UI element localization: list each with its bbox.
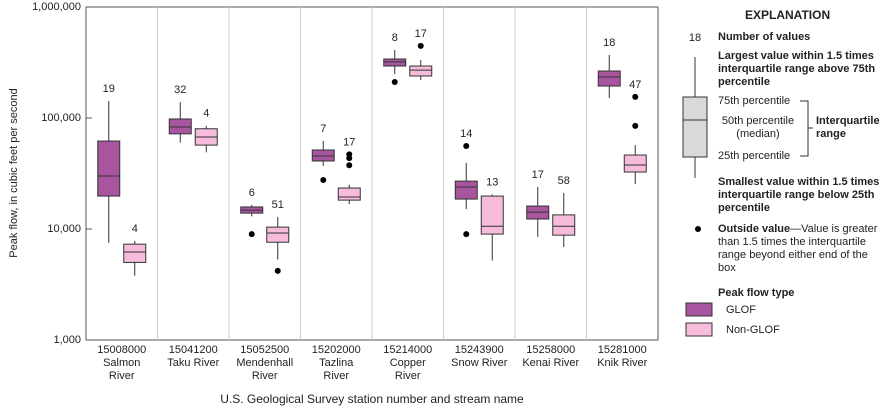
count-label: 32 xyxy=(174,84,186,96)
legend-text: Smallest value within 1.5 times interqua… xyxy=(718,176,880,214)
box xyxy=(337,187,361,201)
outlier xyxy=(632,122,639,129)
outlier xyxy=(274,267,281,274)
x-tick-label: 15243900 xyxy=(454,344,504,356)
count-label: 13 xyxy=(486,176,498,188)
box xyxy=(409,65,433,77)
legend-text: Interquartile range xyxy=(816,115,880,140)
box xyxy=(383,58,407,67)
legend-label: Non-GLOF xyxy=(726,324,780,336)
count-label: 14 xyxy=(460,128,472,140)
y-tick-label: 10,000 xyxy=(47,223,81,235)
outlier xyxy=(417,42,424,49)
legend-text: 50th percentile (median) xyxy=(721,115,795,140)
x-tick-label: 15052500 xyxy=(240,344,290,356)
count-label: 58 xyxy=(558,175,570,187)
y-axis-label: Peak flow, in cubic feet per second xyxy=(8,88,20,257)
outlier xyxy=(346,155,353,162)
box xyxy=(623,154,647,173)
legend-text: —Value is greater than 1.5 times the int… xyxy=(718,223,878,274)
legend-swatch xyxy=(685,302,713,317)
count-label: 17 xyxy=(343,136,355,148)
y-tick-label: 1,000 xyxy=(53,334,81,346)
box xyxy=(480,195,504,235)
legend-text: Number of values xyxy=(718,31,811,43)
count-label: 47 xyxy=(629,79,641,91)
count-label: 51 xyxy=(272,199,284,211)
x-tick-label: Taku River xyxy=(167,357,220,369)
box xyxy=(266,226,290,243)
legend-bracket xyxy=(800,100,813,157)
legend-text: 25th percentile xyxy=(718,150,791,162)
count-label: 4 xyxy=(203,108,209,120)
count-label: 7 xyxy=(320,123,326,135)
outlier xyxy=(320,177,327,184)
count-label: 18 xyxy=(603,37,615,49)
outlier xyxy=(248,231,255,238)
x-tick-label: Salmon River xyxy=(103,357,141,382)
count-label: 6 xyxy=(249,187,255,199)
count-label: 4 xyxy=(132,223,138,235)
legend-outlier xyxy=(695,226,701,232)
box xyxy=(454,180,478,200)
box xyxy=(597,70,621,87)
x-tick-label: Copper River xyxy=(389,357,426,382)
x-tick-label: 15008000 xyxy=(97,344,147,356)
x-tick-label: 15281000 xyxy=(597,344,647,356)
legend-text: Largest value within 1.5 times interquar… xyxy=(718,50,876,88)
legend-text: 75th percentile xyxy=(718,95,791,107)
x-tick-label: Kenai River xyxy=(522,357,580,369)
box xyxy=(168,118,192,135)
box xyxy=(97,140,121,197)
x-tick-label: Snow River xyxy=(451,357,508,369)
legend-text: Outside value—Value is greater than 1.5 … xyxy=(718,223,883,275)
legend-title: EXPLANATION xyxy=(745,8,831,22)
x-tick-label: 15214000 xyxy=(383,344,433,356)
count-label: 17 xyxy=(532,169,544,181)
legend-swatch xyxy=(685,322,713,337)
x-tick-label: Tazlina River xyxy=(319,357,354,382)
outlier xyxy=(632,93,639,100)
outlier xyxy=(463,231,470,238)
legend-term: Outside value xyxy=(718,223,791,235)
x-tick-label: 15258000 xyxy=(526,344,576,356)
x-tick-label: Mendenhall River xyxy=(236,357,294,382)
outlier xyxy=(346,162,353,169)
count-label: 17 xyxy=(415,28,427,40)
count-label: 8 xyxy=(392,32,398,44)
x-axis-label: U.S. Geological Survey station number an… xyxy=(220,392,524,406)
outlier xyxy=(391,79,398,86)
legend-box xyxy=(682,96,708,158)
legend-label: GLOF xyxy=(726,304,756,316)
x-tick-label: 15202000 xyxy=(311,344,361,356)
box xyxy=(552,214,576,236)
x-tick-label: Knik River xyxy=(597,357,648,369)
y-tick-label: 100,000 xyxy=(41,112,81,124)
count-label: 19 xyxy=(103,83,115,95)
box xyxy=(123,243,147,263)
outlier xyxy=(463,142,470,149)
legend-text: Peak flow type xyxy=(718,287,795,299)
x-tick-label: 15041200 xyxy=(168,344,218,356)
y-tick-label: 1,000,000 xyxy=(32,1,81,13)
legend-n: 18 xyxy=(689,32,701,44)
